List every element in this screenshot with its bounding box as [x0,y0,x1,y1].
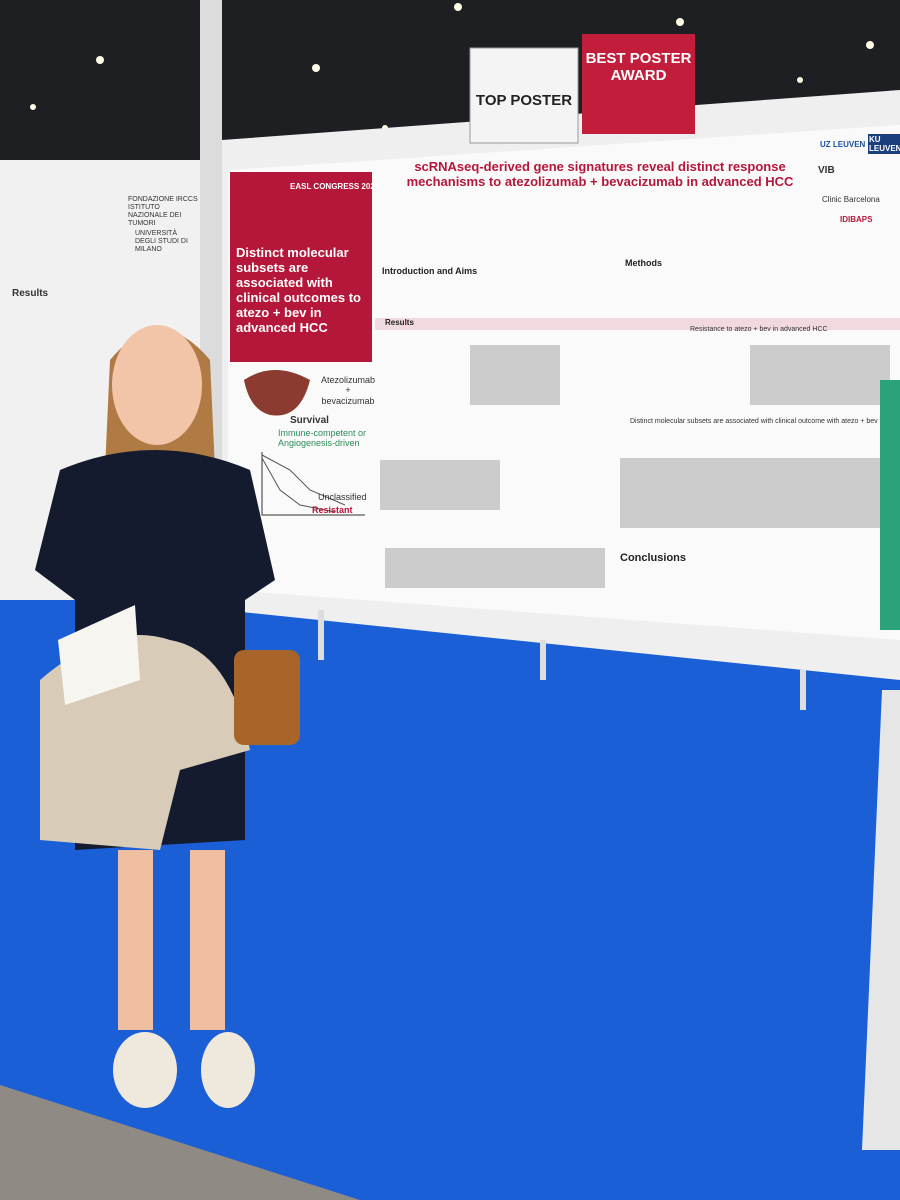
poster-highlight: Distinct molecular subsets are associate… [236,245,361,335]
results-band [375,318,900,330]
results-heading: Resistance to atezo + bev in advanced HC… [690,326,828,333]
sign-text: TOP POSTER [475,92,573,109]
congress-label: EASL CONGRESS 2024 [290,182,380,191]
best-poster-sign [582,34,695,134]
board-leg [540,640,546,680]
liver-image [244,370,310,416]
board-post [862,690,900,1150]
logo: Clinic Barcelona [822,195,880,204]
treatment-label: Atezolizumab + bevacizumab [320,375,376,406]
institution: FONDAZIONE IRCCS ISTITUTO NAZIONALE DEI … [128,196,198,228]
board-leg [318,610,324,660]
poster-title: scRNAseq-derived gene signatures reveal … [406,159,794,189]
group-label: Immune-competent or Angiogenesis-driven [278,428,367,449]
section-heading: Introduction and Aims [382,266,478,276]
section-heading: Methods [625,258,662,268]
logo: KU LEUVEN [868,134,900,155]
group-label: Unclassified [318,492,367,502]
section-heading: Results [385,318,414,327]
survival-label: Survival [290,415,329,426]
person [35,325,300,1108]
group-label: Resistant [312,505,353,515]
top-poster-sign [469,47,579,144]
poster-side-strip [880,380,900,630]
logo: IDIBAPS [840,215,873,224]
section-heading: Results [12,288,49,299]
sign-text: BEST POSTER AWARD [585,50,692,85]
survival-axes [261,452,365,516]
board-leg [800,670,806,710]
logo: VIB [818,165,835,176]
logo: UZ LEUVEN [820,140,866,149]
section-heading: Conclusions [620,552,687,564]
institution: UNIVERSITÀ DEGLI STUDI DI MILANO [135,230,188,254]
poster-red-panel [230,172,372,362]
poster-figures [380,345,890,588]
survival-curves [261,454,346,513]
floor [0,1085,360,1200]
results-heading: Distinct molecular subsets are associate… [630,418,878,425]
